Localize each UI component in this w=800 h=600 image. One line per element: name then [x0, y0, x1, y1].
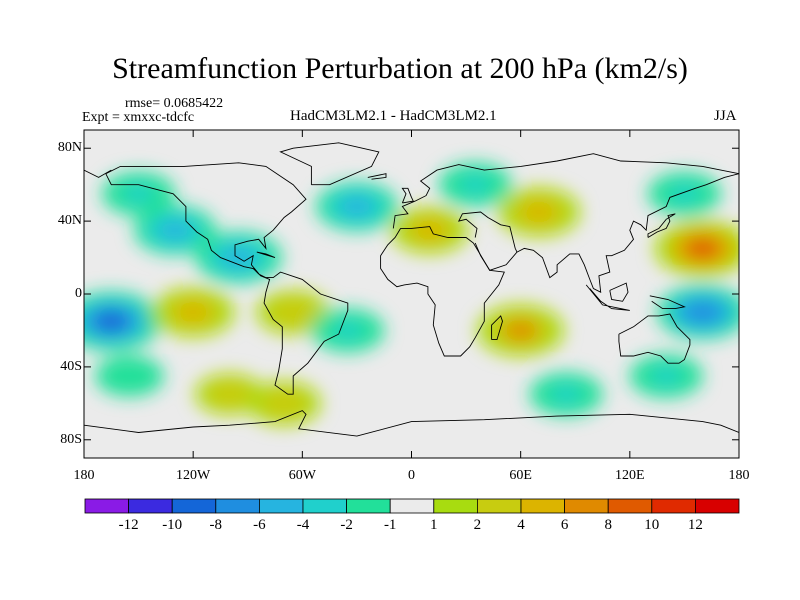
coastlines [84, 142, 739, 437]
field-blob [215, 385, 244, 403]
coastline-segment [380, 226, 505, 357]
field-blob [551, 385, 581, 403]
colorbar-swatch [476, 498, 522, 514]
colorbar-label: 1 [430, 517, 438, 533]
coastline-segment [392, 153, 739, 229]
field-blob [123, 185, 154, 203]
coastline-segment [367, 173, 387, 180]
latitude-label: 40S [60, 358, 82, 374]
colorbar-swatch [651, 498, 696, 514]
contour-fill-layer [84, 162, 739, 426]
colorbar-label: 2 [473, 517, 482, 533]
field-blob [91, 309, 132, 334]
page-title: Streamfunction Perturbation at 200 hPa (… [112, 52, 688, 85]
colorbar-label: -10 [162, 517, 183, 533]
coastline-segment [647, 213, 676, 238]
longitude-label: 0 [408, 468, 415, 483]
coastline-segment [609, 282, 629, 302]
map-field [84, 130, 739, 458]
field-blob [683, 237, 722, 260]
colorbar-label: -12 [118, 517, 139, 533]
coastline-segment [84, 169, 112, 178]
coastline-segment [256, 251, 276, 259]
colorbar-swatch [84, 498, 129, 514]
colorbar-swatch [346, 498, 391, 514]
axis-ticks [83, 130, 740, 458]
longitude-label: 60W [288, 468, 316, 483]
season-label: JJA [714, 108, 737, 124]
colorbar-swatch [389, 498, 435, 514]
colorbar-swatch [302, 498, 347, 514]
colorbar-swatch [433, 498, 478, 514]
field-blob [651, 367, 681, 385]
colorbar-swatch [607, 498, 653, 514]
coastline-segment [457, 211, 518, 271]
colorbar-swatch [258, 498, 304, 514]
field-blob [115, 367, 144, 385]
field-blob [269, 394, 299, 413]
colorbar-label: 12 [687, 517, 703, 533]
colorbar-label: 8 [604, 517, 612, 533]
field-blob [333, 321, 363, 340]
coastline-segment [649, 295, 686, 310]
field-blob [460, 175, 490, 194]
coastline-segment [516, 173, 739, 293]
longitude-label: 60E [509, 468, 532, 483]
colorbar-label: 10 [644, 517, 660, 533]
colorbar-swatch [171, 498, 217, 514]
colorbar-swatch [215, 498, 260, 514]
field-blob [414, 220, 446, 240]
field-blob [503, 320, 538, 341]
rmse-label: rmse= 0.0685422 [125, 96, 224, 111]
colorbar-swatch [695, 498, 740, 514]
coastline-segment [401, 187, 414, 204]
colorbar-label: 6 [560, 517, 569, 533]
colorbar-swatch [564, 498, 609, 514]
field-blob [684, 301, 721, 324]
field-blob [278, 303, 308, 321]
colorbar-label: -8 [209, 517, 223, 533]
colorbar-swatch [128, 498, 173, 514]
colorbar-label: -1 [383, 517, 397, 533]
colorbar-label: -4 [296, 517, 310, 533]
coastline-segment [105, 162, 349, 395]
model-subtitle: HadCM3LM2.1 - HadCM3LM2.1 [290, 108, 497, 124]
latitude-label: 40N [57, 213, 82, 229]
coastline-segment [618, 313, 691, 364]
field-blob [176, 302, 210, 323]
field-blob [669, 185, 700, 203]
latitude-label: 80N [57, 140, 82, 156]
longitude-label: 180 [73, 468, 95, 483]
colorbar-label: -2 [340, 517, 353, 533]
colorbar-label: -6 [253, 517, 266, 533]
coastline-segment [84, 410, 739, 437]
latitude-label: 80S [60, 431, 82, 447]
latitude-label: 0 [75, 286, 82, 301]
field-blob [158, 220, 192, 241]
coastline-segment [585, 284, 630, 311]
longitude-label: 120E [615, 468, 645, 483]
longitude-label: 180 [728, 468, 750, 483]
coastline-segment [279, 142, 380, 186]
coastline-segment [491, 315, 503, 341]
field-blob [340, 196, 374, 217]
colorbar [84, 498, 740, 514]
experiment-label: Expt = xmxxc-tdcfc [82, 110, 195, 125]
colorbar-label: 4 [517, 517, 525, 533]
field-blob [522, 202, 556, 222]
colorbar-swatch [520, 498, 565, 514]
longitude-label: 120W [176, 468, 211, 483]
